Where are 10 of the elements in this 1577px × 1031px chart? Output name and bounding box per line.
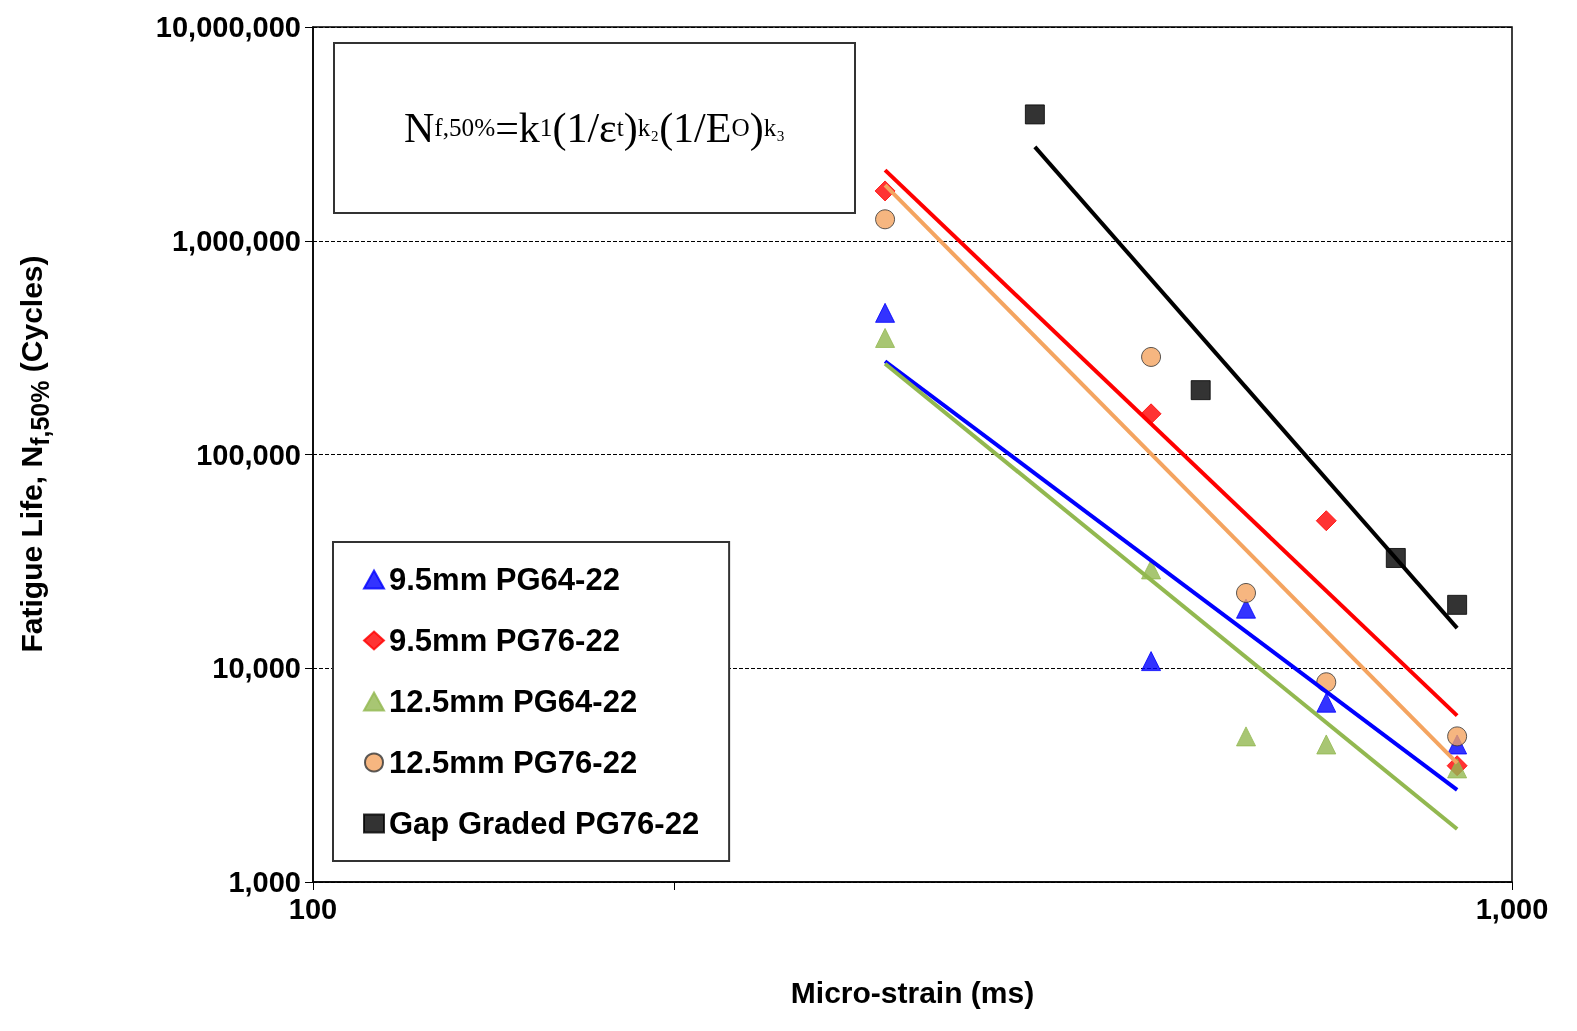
y-tick-label: 10,000,000 [155,11,301,43]
legend-label: 9.5mm PG76-22 [389,623,620,658]
legend-label: 12.5mm PG76-22 [389,745,638,780]
legend-label: Gap Graded PG76-22 [389,806,700,841]
legend-label: 9.5mm PG64-22 [389,562,620,597]
y-tick-label: 100,000 [196,438,301,471]
x-axis-title: Micro-strain (ms) [790,975,1035,1009]
y-tick-label: 10,000 [212,652,301,685]
legend-label: 12.5mm PG64-22 [389,684,638,719]
y-tick-label: 1,000,000 [171,224,301,257]
